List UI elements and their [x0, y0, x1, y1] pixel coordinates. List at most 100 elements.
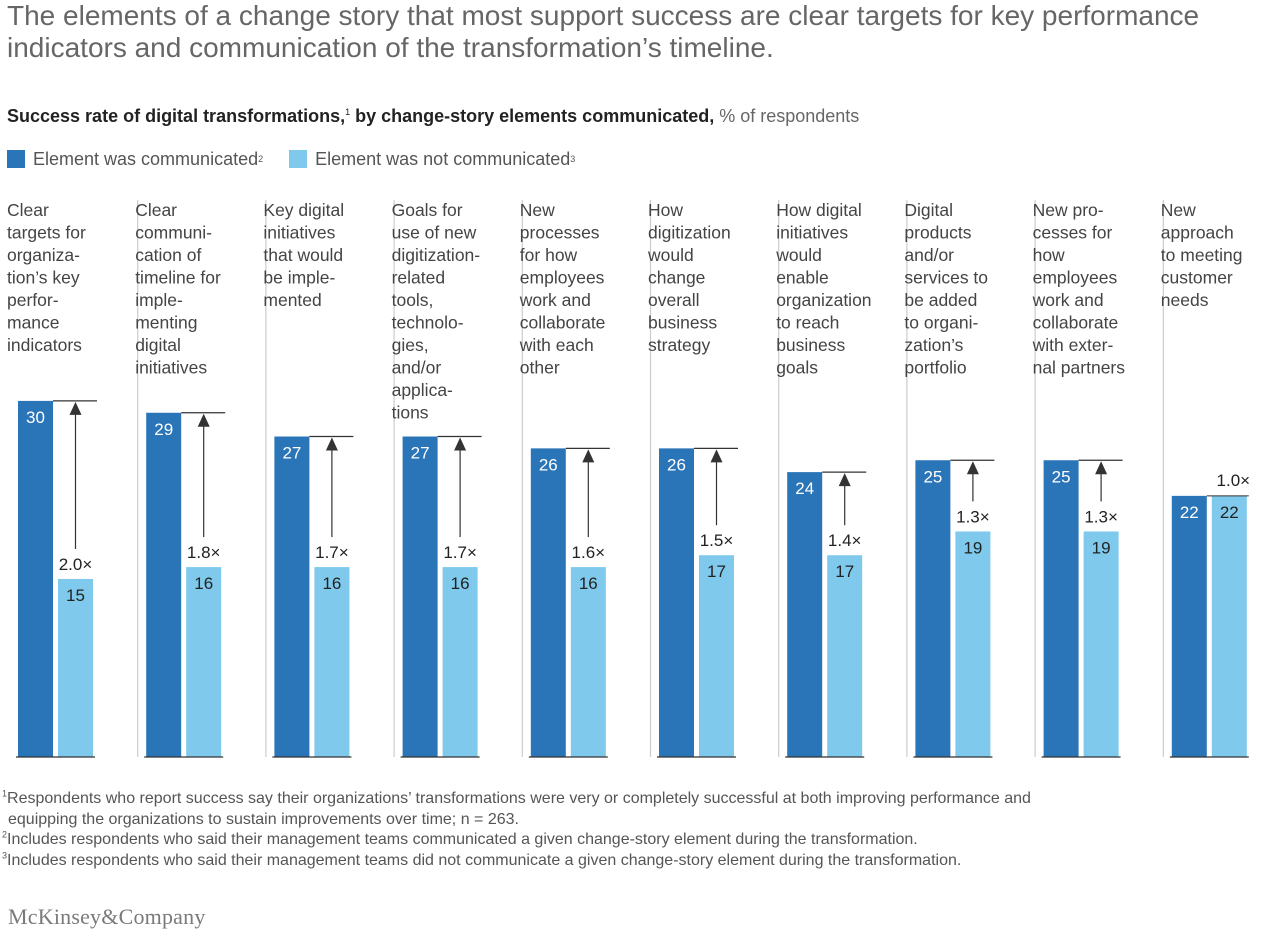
category-label-line: products: [904, 223, 971, 243]
category-label-line: cesses for: [1033, 223, 1113, 243]
ratio-label: 1.4×: [828, 531, 862, 550]
category-label-line: digital: [135, 335, 181, 355]
category-label-line: Digital: [904, 200, 953, 220]
category-label-line: collaborate: [1033, 313, 1119, 333]
bar-value-not-communicated: 16: [194, 574, 213, 593]
bar-not-communicated: [699, 555, 734, 757]
category-label-line: communi-: [135, 223, 212, 243]
footnote-2-marker: 2: [2, 829, 8, 840]
category-label-line: mented: [263, 290, 321, 310]
bar-value-communicated: 25: [1052, 467, 1071, 486]
ratio-label: 1.8×: [187, 543, 221, 562]
footnote-1-marker: 1: [2, 788, 8, 799]
bar-not-communicated: [186, 567, 222, 757]
footnote-3-marker: 3: [2, 850, 8, 861]
category-label-line: and/or: [904, 245, 954, 265]
bar-value-communicated: 29: [154, 420, 173, 439]
category-label-line: gies,: [392, 335, 429, 355]
category-label-line: Key digital: [263, 200, 344, 220]
bar-group: New approach to meeting customer needs 22 22 1.…: [1161, 200, 1251, 758]
legend: Element was communicated 2 Element was no…: [7, 148, 575, 170]
arrow-head: [1095, 461, 1108, 475]
ratio-label: 1.3×: [956, 507, 990, 526]
bar-value-communicated: 25: [923, 467, 942, 486]
ratio-label: 1.7×: [315, 543, 349, 562]
category-label-line: Clear: [135, 200, 177, 220]
headline: The elements of a change story that most…: [7, 0, 1200, 63]
category-label-line: initiatives: [135, 358, 207, 378]
subtitle-unit: % of respondents: [714, 106, 860, 126]
category-label-line: business: [648, 313, 717, 333]
category-label-line: imple-: [135, 290, 183, 310]
bar-communicated: [146, 412, 182, 757]
category-label-line: applica-: [392, 380, 453, 400]
company-logo: McKinsey&Company: [8, 904, 206, 929]
category-label-line: with exter-: [1032, 335, 1114, 355]
bar-not-communicated: [442, 567, 478, 757]
ratio-label: 1.6×: [572, 543, 606, 562]
category-label: Goals for use of new digitization-related t…: [392, 200, 481, 423]
bar-value-not-communicated: 22: [1220, 503, 1239, 522]
category-label-line: to reach: [776, 313, 839, 333]
bar-value-not-communicated: 16: [322, 574, 341, 593]
bar-communicated: [1171, 495, 1207, 757]
bar-not-communicated: [1211, 495, 1247, 757]
footnotes: 1Respondents who report success say thei…: [2, 789, 1272, 871]
bar-communicated: [18, 400, 53, 757]
category-label: How digitization would change overall busines…: [647, 200, 731, 355]
category-label-line: organization: [776, 290, 871, 310]
bar-group: How digital initiatives would enable organiz…: [775, 200, 872, 758]
bar-communicated: [530, 448, 566, 757]
category-label-line: with each: [519, 335, 594, 355]
legend-label-not-communicated: Element was not communicated: [315, 149, 571, 169]
category-label-line: collaborate: [520, 313, 606, 333]
bar-value-communicated: 27: [411, 444, 430, 463]
legend-item-not-communicated: Element was not communicated 3: [289, 148, 575, 170]
arrow-head: [325, 437, 338, 451]
ratio-label: 1.0×: [1217, 471, 1251, 490]
legend-item-communicated: Element was communicated 2: [7, 148, 263, 170]
bar-value-communicated: 30: [26, 408, 45, 427]
category-label-line: technolo-: [392, 313, 464, 333]
ratio-label: 2.0×: [59, 555, 93, 574]
category-label: New approach to meeting customer needs: [1161, 200, 1243, 310]
bar-group: New processes for how employees work and coll…: [519, 200, 610, 758]
category-label-line: work and: [519, 290, 591, 310]
category-label-line: how: [1033, 245, 1065, 265]
bar-group: Clear targets for organiza-tion’s key perfo…: [7, 200, 97, 758]
category-label-line: How digital: [776, 200, 862, 220]
bar-not-communicated: [827, 555, 863, 757]
ratio-label: 1.7×: [443, 543, 477, 562]
category-label: Digital products and/or services to be added…: [904, 200, 988, 378]
arrow-head: [582, 449, 595, 463]
category-label-line: initiatives: [263, 223, 335, 243]
category-label-line: organiza-: [7, 245, 80, 265]
category-label-line: Clear: [7, 200, 49, 220]
category-label-line: digitization-: [392, 245, 481, 265]
category-label-line: other: [520, 358, 560, 378]
category-label-line: initiatives: [776, 223, 848, 243]
category-label-line: related: [392, 268, 446, 288]
footnote-2-text: Includes respondents who said their mana…: [7, 831, 918, 848]
arrow-head: [966, 461, 979, 475]
bar-value-not-communicated: 19: [1092, 538, 1111, 557]
bar-communicated: [1043, 460, 1079, 757]
legend-swatch-not-communicated: [289, 150, 308, 168]
category-label-line: business: [776, 335, 845, 355]
category-label-line: would: [647, 245, 694, 265]
footnote-3-text: Includes respondents who said their mana…: [7, 851, 962, 869]
category-label-line: processes: [520, 223, 600, 243]
category-label-line: menting: [135, 313, 197, 333]
arrow-head: [710, 449, 723, 463]
category-label-line: portfolio: [904, 358, 966, 378]
arrow-head: [69, 401, 82, 415]
category-label-line: Goals for: [392, 200, 463, 220]
category-label-line: New: [1161, 200, 1196, 220]
category-label-line: perfor-: [7, 290, 59, 310]
category-label-line: be imple-: [263, 268, 335, 288]
bar-not-communicated: [570, 567, 606, 757]
category-label-line: enable: [776, 268, 829, 288]
category-label: Clear targets for organiza-tion’s key perfo…: [7, 200, 86, 355]
category-label-line: change: [648, 268, 705, 288]
